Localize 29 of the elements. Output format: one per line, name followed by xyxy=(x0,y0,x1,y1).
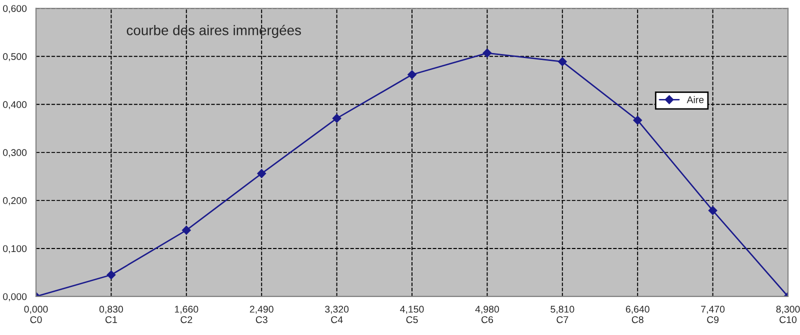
y-tick-label: 0,000 xyxy=(3,293,27,302)
x-tick-label: 0,000 C0 xyxy=(24,306,48,324)
point xyxy=(106,270,116,280)
x-tick-label: 6,640 C8 xyxy=(626,306,650,324)
x-tick-label: 8,300 C10 xyxy=(776,306,800,324)
y-tick-label: 0,200 xyxy=(3,197,27,206)
text: courbe des aires immergées xyxy=(126,24,301,38)
point xyxy=(558,57,567,66)
point xyxy=(182,226,191,235)
x-tick-label: 4,150 C5 xyxy=(400,306,424,324)
x-tick-label: 1,660 C2 xyxy=(174,306,198,324)
point xyxy=(482,48,492,58)
y-tick-label: 0,100 xyxy=(3,245,27,254)
y-tick-label: 0,400 xyxy=(3,101,27,110)
y-tick-label: 0,300 xyxy=(3,149,27,158)
y-tick-label: 0,600 xyxy=(3,5,27,14)
x-tick-label: 3,320 C4 xyxy=(325,306,349,324)
point xyxy=(332,114,342,123)
x-tick-label: 7,470 C9 xyxy=(701,306,725,324)
point xyxy=(633,116,642,125)
x-tick-label: 5,810 C7 xyxy=(550,306,574,324)
point xyxy=(708,206,718,215)
x-tick-label: 4,980 C6 xyxy=(475,306,499,324)
x-tick-label: 0,830 C1 xyxy=(99,306,123,324)
point xyxy=(408,70,416,80)
legend-label: Aire xyxy=(686,96,704,104)
x-tick-label: 2,490 C3 xyxy=(250,306,274,324)
y-tick-label: 0,500 xyxy=(3,53,27,62)
point xyxy=(257,169,266,178)
